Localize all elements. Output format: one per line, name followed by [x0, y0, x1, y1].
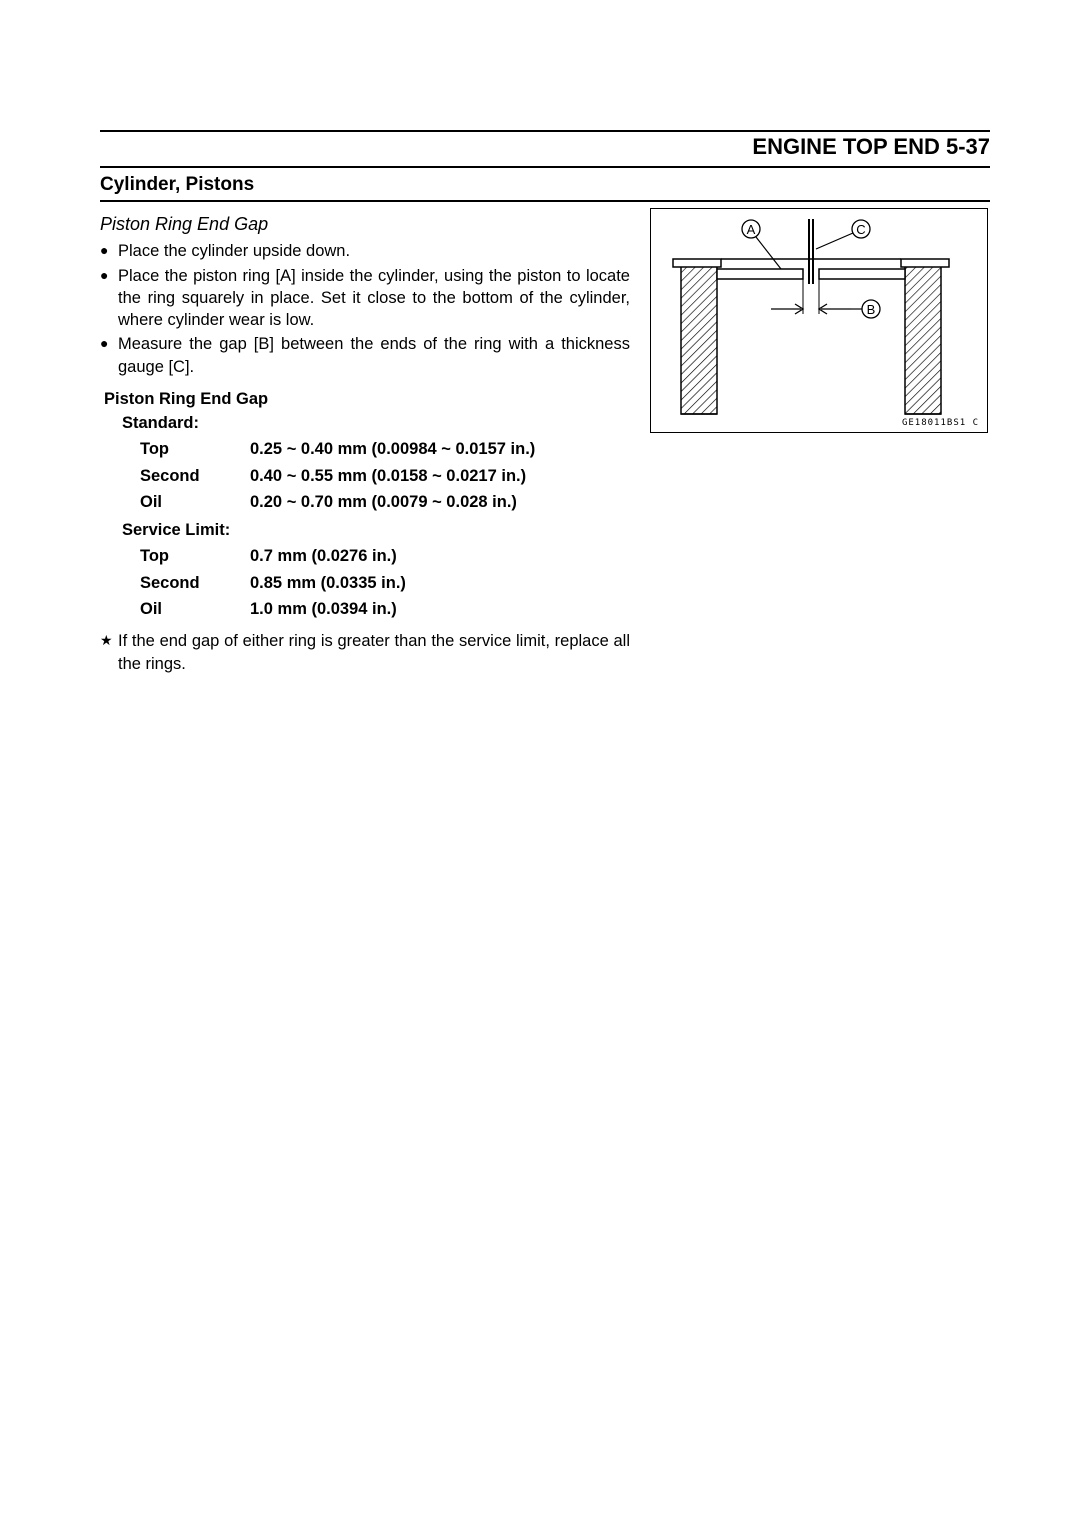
- star-note: If the end gap of either ring is greater…: [100, 630, 630, 675]
- spec-block: Piston Ring End Gap Standard: Top 0.25 ~…: [104, 388, 630, 620]
- spec-title: Piston Ring End Gap: [104, 388, 630, 410]
- list-item: Place the piston ring [A] inside the cyl…: [100, 265, 630, 332]
- label-c: C: [856, 222, 865, 237]
- spec-row: Oil 0.20 ~ 0.70 mm (0.0079 ~ 0.028 in.): [140, 491, 630, 513]
- figure-id: GE18011BS1 C: [902, 418, 979, 428]
- spec-row: Second 0.40 ~ 0.55 mm (0.0158 ~ 0.0217 i…: [140, 465, 630, 487]
- spec-value: 0.85 mm (0.0335 in.): [250, 572, 406, 594]
- spec-label: Oil: [140, 598, 250, 620]
- service-limit-label: Service Limit:: [122, 519, 630, 541]
- procedure-list: Place the cylinder upside down. Place th…: [100, 240, 630, 378]
- spec-value: 0.7 mm (0.0276 in.): [250, 545, 397, 567]
- spec-label: Second: [140, 572, 250, 594]
- spec-value: 0.40 ~ 0.55 mm (0.0158 ~ 0.0217 in.): [250, 465, 526, 487]
- label-a: A: [747, 222, 756, 237]
- page-header: ENGINE TOP END 5-37: [100, 134, 990, 168]
- standard-label: Standard:: [122, 412, 630, 434]
- list-item: Measure the gap [B] between the ends of …: [100, 333, 630, 378]
- spec-value: 0.25 ~ 0.40 mm (0.00984 ~ 0.0157 in.): [250, 438, 535, 460]
- text-column: Piston Ring End Gap Place the cylinder u…: [100, 208, 630, 675]
- spec-row: Oil 1.0 mm (0.0394 in.): [140, 598, 630, 620]
- spec-label: Top: [140, 545, 250, 567]
- list-item: Place the cylinder upside down.: [100, 240, 630, 262]
- spec-value: 1.0 mm (0.0394 in.): [250, 598, 397, 620]
- spec-row: Second 0.85 mm (0.0335 in.): [140, 572, 630, 594]
- spec-label: Oil: [140, 491, 250, 513]
- subheading: Piston Ring End Gap: [100, 212, 630, 236]
- figure-diagram: A C B G: [650, 208, 988, 433]
- section-title: Cylinder, Pistons: [100, 168, 990, 202]
- spec-row: Top 0.7 mm (0.0276 in.): [140, 545, 630, 567]
- spec-value: 0.20 ~ 0.70 mm (0.0079 ~ 0.028 in.): [250, 491, 517, 513]
- label-b: B: [867, 302, 876, 317]
- spec-label: Second: [140, 465, 250, 487]
- spec-label: Top: [140, 438, 250, 460]
- spec-row: Top 0.25 ~ 0.40 mm (0.00984 ~ 0.0157 in.…: [140, 438, 630, 460]
